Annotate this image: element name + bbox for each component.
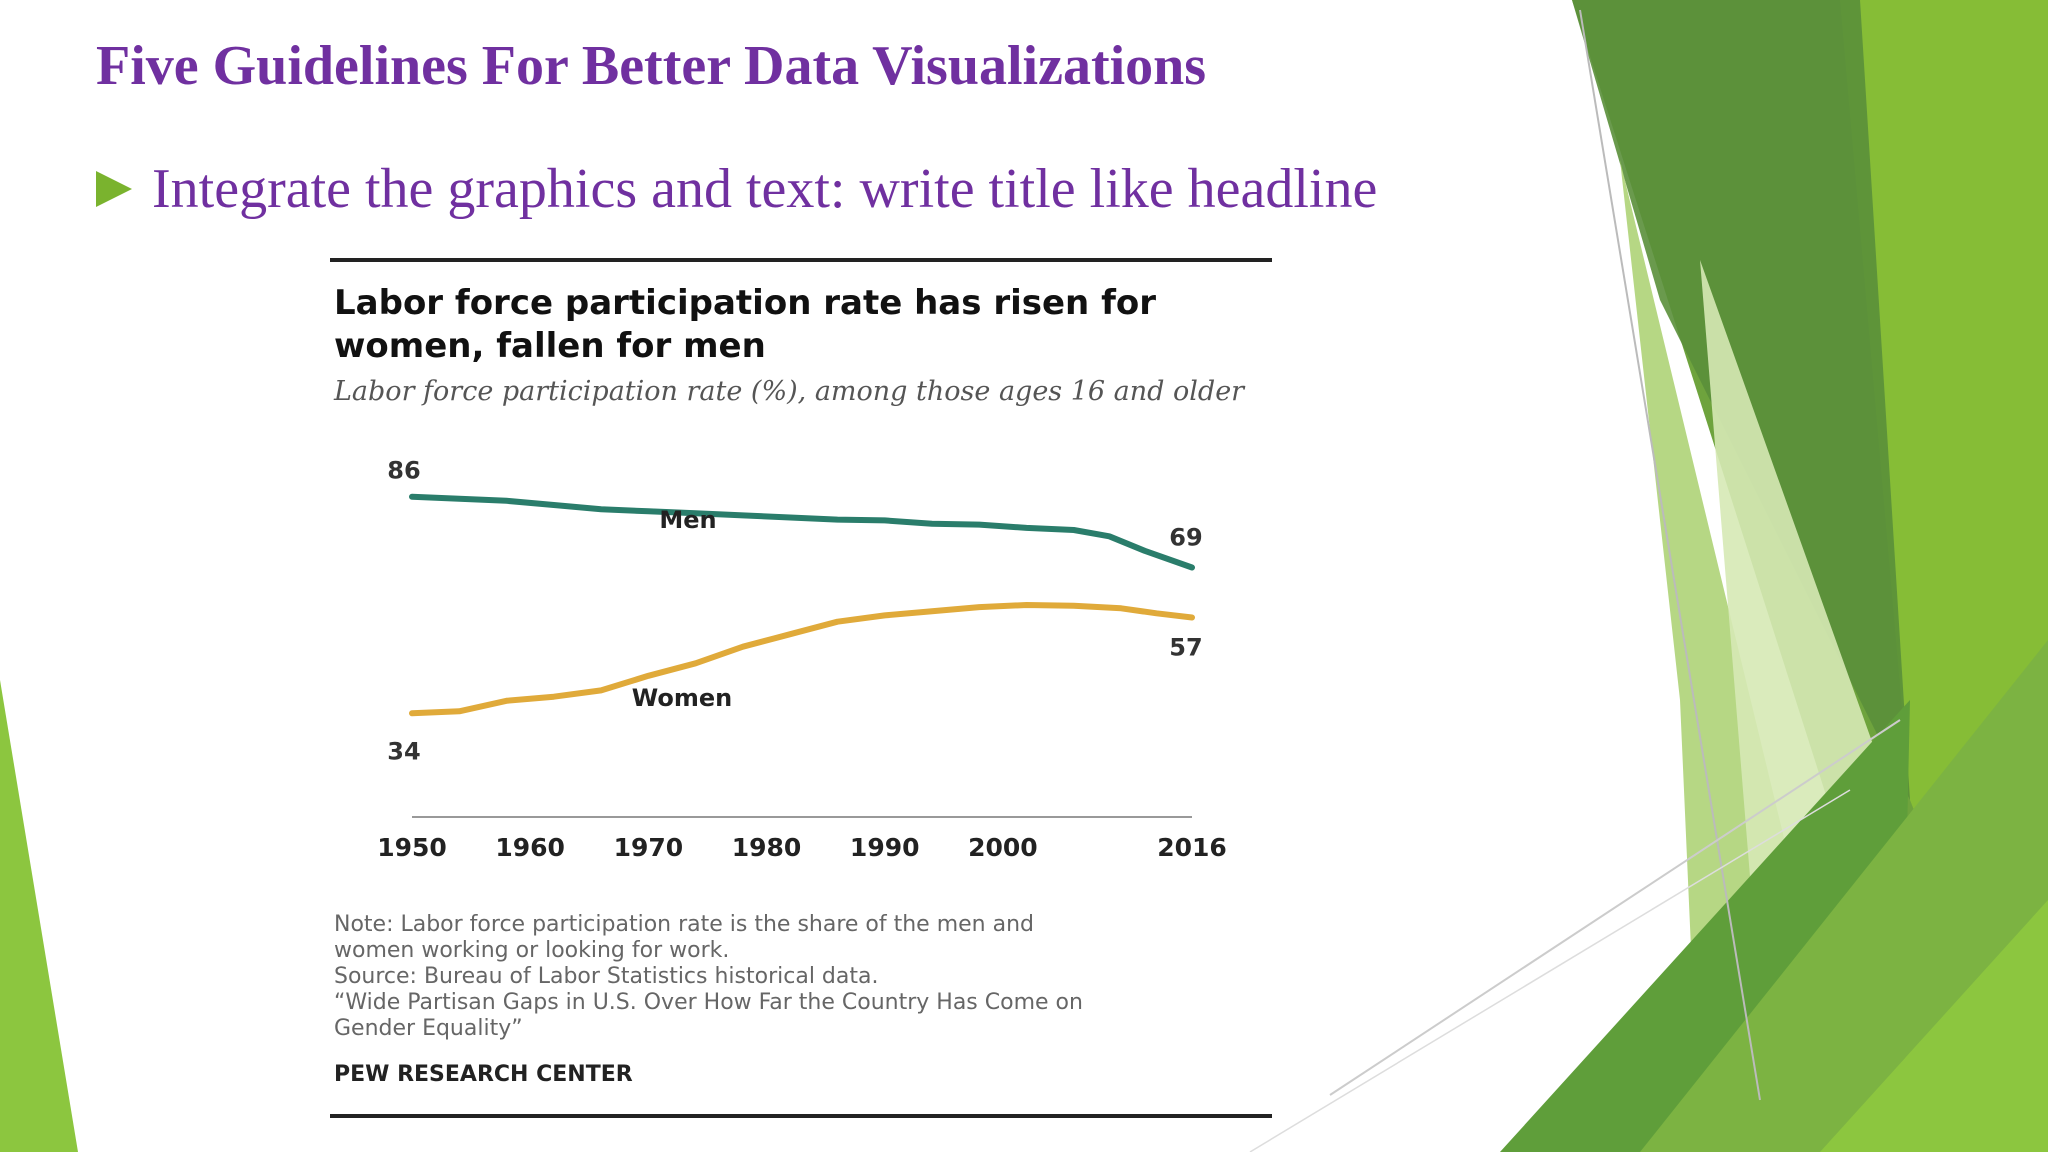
series-line-men [409, 493, 1195, 571]
x-tick-label: 1960 [495, 833, 565, 862]
start-value-label: 34 [387, 737, 420, 765]
line-chart: 1950 1960 1970 1980 1990 2000 2016 86 69 Men 34 57 W… [377, 457, 1227, 862]
series-line-women [409, 602, 1195, 717]
bullet-point: Integrate the graphics and text: write t… [96, 152, 1377, 226]
source-line: Source: Bureau of Labor Statistics histo… [334, 964, 879, 989]
slide-title: Five Guidelines For Better Data Visualiz… [96, 35, 1207, 97]
x-tick-label: 1990 [850, 833, 920, 862]
x-tick-label: 1970 [614, 833, 684, 862]
series-label-women: Women [632, 684, 732, 712]
series-label-men: Men [659, 506, 716, 534]
source-organization: PEW RESEARCH CENTER [334, 1062, 633, 1087]
bullet-text: Integrate the graphics and text: write t… [152, 158, 1378, 220]
chart-notes: Note: Labor force participation rate is … [334, 912, 1264, 1042]
x-tick-label: 2016 [1157, 833, 1227, 862]
chart-subtitle: Labor force participation rate (%), amon… [334, 376, 1245, 407]
x-tick-label: 1950 [377, 833, 447, 862]
start-value-label: 86 [387, 457, 420, 485]
x-tick-label: 2000 [968, 833, 1038, 862]
note-line: women working or looking for work. [334, 938, 730, 963]
end-value-label: 69 [1169, 524, 1202, 552]
note-line: Note: Labor force participation rate is … [334, 912, 1035, 937]
report-title-line: “Wide Partisan Gaps in U.S. Over How Far… [334, 990, 1083, 1015]
report-title-line: Gender Equality” [334, 1016, 523, 1041]
embedded-chart-figure: Labor force participation rate has risen… [330, 258, 1272, 1118]
chart-title: Labor force participation rate has risen… [334, 283, 1156, 366]
end-value-label: 57 [1169, 634, 1202, 662]
triangle-bullet-icon [96, 171, 132, 207]
x-tick-label: 1980 [732, 833, 802, 862]
